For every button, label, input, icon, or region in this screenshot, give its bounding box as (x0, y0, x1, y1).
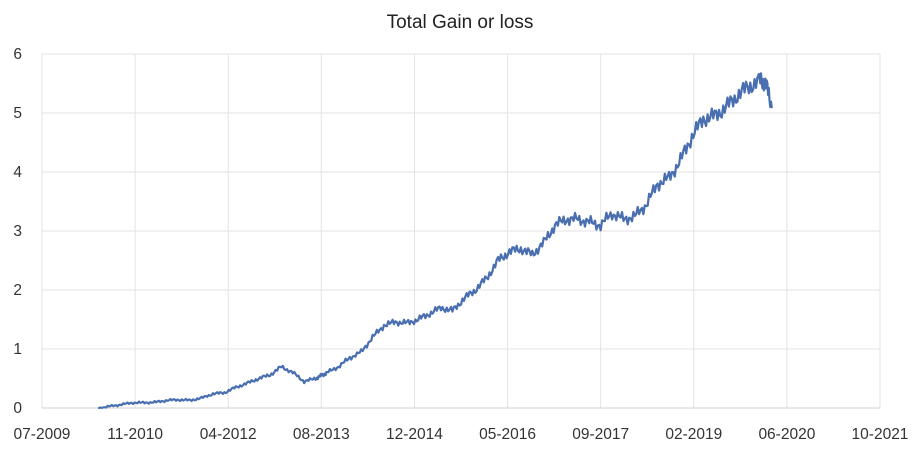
data-point (337, 366, 339, 368)
series-layer (97, 72, 773, 410)
data-point (315, 378, 317, 380)
data-point (508, 251, 510, 253)
data-point (132, 402, 134, 404)
data-point (679, 159, 681, 161)
x-tick-label: 10-2021 (852, 426, 909, 443)
data-point (725, 106, 727, 108)
data-point (406, 322, 408, 324)
data-point (577, 218, 579, 220)
data-point (212, 393, 214, 395)
data-point (394, 321, 396, 323)
axes: 0 1 2 3 4 5 6 07-2009 11-2010 04-2012 08-2013 12-20… (13, 46, 908, 443)
data-point (497, 260, 499, 262)
data-point (121, 403, 123, 405)
data-point (486, 277, 488, 279)
data-point (429, 313, 431, 315)
data-point (320, 375, 322, 377)
data-point (144, 402, 146, 404)
data-point (166, 399, 168, 401)
y-tick-label: 5 (13, 105, 22, 122)
data-point (440, 307, 442, 309)
data-point (109, 405, 111, 407)
data-point (201, 397, 203, 399)
data-point (771, 106, 773, 108)
data-point (360, 351, 362, 353)
x-tick-label: 12-2014 (386, 426, 443, 443)
data-point (474, 289, 476, 291)
y-tick-label: 2 (13, 282, 22, 299)
data-point (543, 242, 545, 244)
data-point (451, 310, 453, 312)
x-tick-label: 06-2020 (758, 426, 815, 443)
data-point (155, 401, 157, 403)
x-tick-label: 08-2013 (293, 426, 350, 443)
data-point (417, 319, 419, 321)
data-point (463, 298, 465, 300)
data-point (269, 374, 271, 376)
data-point (520, 248, 522, 250)
data-point (292, 372, 294, 374)
data-point (383, 324, 385, 326)
data-point (326, 372, 328, 374)
x-tick-label: 04-2012 (200, 426, 257, 443)
data-point (634, 215, 636, 217)
data-point (702, 118, 704, 120)
data-point (565, 218, 567, 220)
data-point (98, 407, 100, 409)
data-point (372, 336, 374, 338)
y-tick-label: 4 (13, 164, 22, 181)
data-point (531, 254, 533, 256)
data-point (657, 183, 659, 185)
data-point (223, 392, 225, 394)
data-point (622, 218, 624, 220)
x-tick-label: 09-2017 (572, 426, 629, 443)
data-point (691, 136, 693, 138)
y-tick-label: 3 (13, 223, 22, 240)
data-point (765, 83, 767, 85)
x-tick-label: 11-2010 (107, 426, 163, 443)
gridlines (41, 53, 881, 408)
data-point (600, 224, 602, 226)
data-point (714, 115, 716, 117)
data-point (668, 177, 670, 179)
data-point (258, 378, 260, 380)
data-point (554, 224, 556, 226)
data-point (611, 212, 613, 214)
y-tick-label: 1 (13, 341, 22, 358)
data-point (349, 357, 351, 359)
data-point (178, 399, 180, 401)
series-line (97, 72, 773, 410)
data-point (588, 221, 590, 223)
data-point (748, 85, 750, 87)
data-point (759, 80, 761, 82)
data-point (280, 366, 282, 368)
data-point (246, 382, 248, 384)
chart-title: Total Gain or loss (387, 12, 534, 33)
y-tick-label: 0 (13, 400, 22, 417)
x-tick-label: 02-2019 (665, 426, 722, 443)
data-point (645, 203, 647, 205)
data-point (303, 380, 305, 382)
data-point (189, 399, 191, 401)
x-tick-label: 05-2016 (479, 426, 536, 443)
x-tick-label: 07-2009 (14, 426, 71, 443)
data-point (736, 94, 738, 96)
y-tick-label: 6 (13, 46, 22, 63)
data-point (235, 386, 237, 388)
